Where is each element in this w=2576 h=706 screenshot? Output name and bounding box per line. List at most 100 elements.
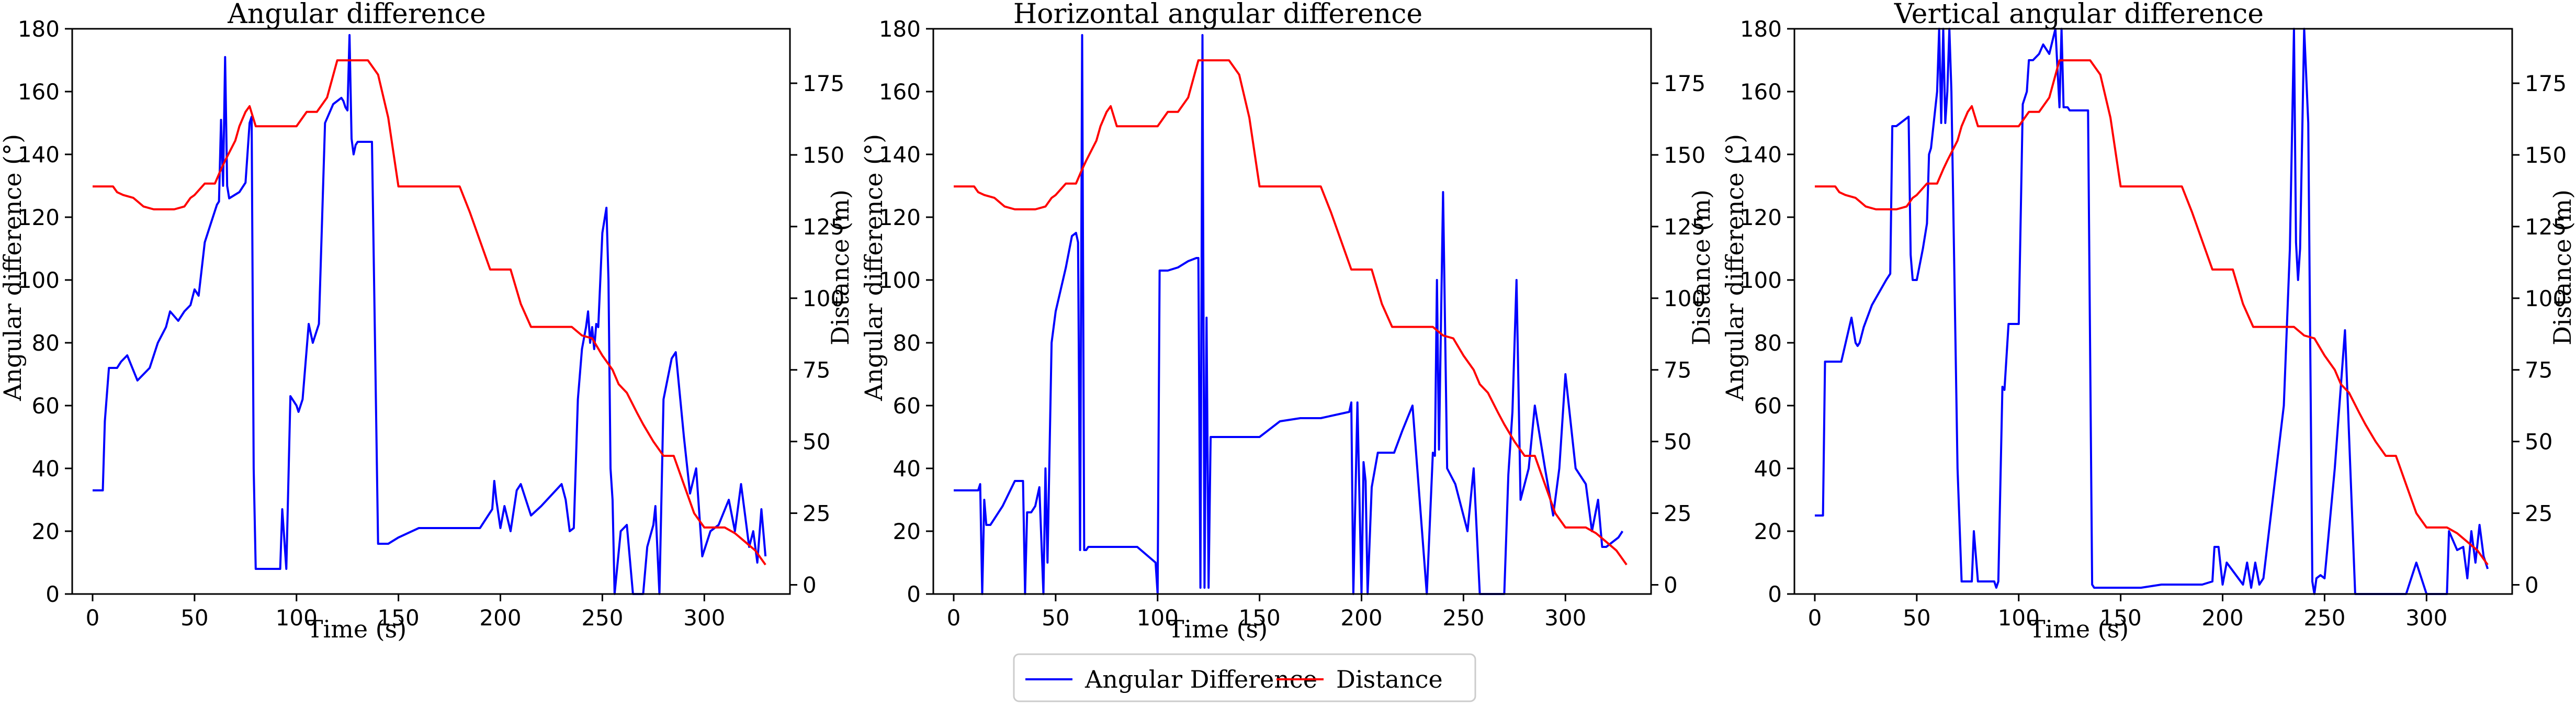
plot-area: 0 50 100 150 200 250 3000204060801001201401601… — [879, 16, 1705, 631]
y2-tick-label: 150 — [803, 142, 844, 168]
y-tick-label: 100 — [879, 267, 921, 293]
y-tick-label: 140 — [1740, 142, 1782, 167]
y-tick-label: 120 — [1740, 205, 1782, 230]
x-tick-label: 250 — [1442, 605, 1484, 631]
y-tick-label: 40 — [1754, 456, 1782, 481]
legend-box — [1013, 653, 1476, 702]
y2-tick-label: 25 — [2525, 501, 2552, 526]
y2-axis-label: Distance (m) — [2548, 189, 2576, 345]
y-tick-label: 180 — [879, 16, 921, 42]
y2-tick-label: 100 — [2525, 286, 2567, 311]
y2-tick-label: 75 — [1664, 357, 1691, 383]
y-tick-label: 0 — [1768, 581, 1782, 607]
y2-tick-label: 0 — [2525, 572, 2539, 598]
y-tick-label: 0 — [907, 581, 921, 607]
plot-frame — [932, 28, 1652, 595]
x-tick-label: 150 — [1239, 605, 1281, 631]
x-tick-label: 200 — [1340, 605, 1382, 631]
y2-tick-label: 175 — [1664, 71, 1705, 96]
panel-angular: Angular difference Time (s) Angular diff… — [0, 0, 854, 643]
y2-tick-label: 175 — [2525, 71, 2567, 96]
legend-label-distance: Distance — [1336, 665, 1443, 693]
y-tick-label: 80 — [893, 330, 921, 356]
y-tick-label: 100 — [1740, 267, 1782, 293]
x-tick-label: 50 — [1903, 605, 1930, 631]
x-tick-label: 300 — [2405, 605, 2447, 631]
series-line-angular — [954, 34, 1624, 595]
x-tick-label: 250 — [2303, 605, 2345, 631]
x-tick-label: 0 — [1808, 605, 1822, 631]
panel-title: Angular difference — [227, 0, 486, 30]
y-tick-label: 180 — [18, 16, 60, 42]
panel-vertical: Vertical angular difference Time (s) Ang… — [1721, 0, 2576, 643]
y-tick-label: 20 — [1754, 519, 1782, 544]
y-tick-label: 60 — [1754, 393, 1782, 419]
y2-tick-label: 125 — [803, 214, 844, 240]
series-line-angular — [1815, 28, 2489, 595]
x-tick-label: 0 — [947, 605, 961, 631]
y2-tick-label: 150 — [2525, 142, 2567, 168]
series-line-angular — [93, 34, 767, 595]
x-axis-label: Time (s) — [307, 615, 406, 643]
y-tick-label: 160 — [1740, 79, 1782, 105]
y2-tick-label: 125 — [1664, 214, 1705, 240]
plot-area: 0 50 100 150 200 250 3000204060801001201401601… — [18, 16, 844, 631]
x-axis-label: Time (s) — [2029, 615, 2129, 643]
y2-tick-label: 25 — [1664, 501, 1691, 526]
y-tick-label: 160 — [879, 79, 921, 105]
y2-tick-label: 50 — [2525, 429, 2552, 455]
y2-tick-label: 50 — [803, 429, 830, 455]
x-tick-label: 50 — [1042, 605, 1069, 631]
x-tick-label: 150 — [2100, 605, 2142, 631]
y-tick-label: 40 — [32, 456, 60, 481]
series-line-distance — [93, 59, 766, 566]
y2-tick-label: 100 — [1664, 286, 1705, 311]
y-tick-label: 140 — [18, 142, 60, 167]
y-tick-label: 80 — [1754, 330, 1782, 356]
x-axis-label: Time (s) — [1168, 615, 1268, 643]
y2-tick-label: 25 — [803, 501, 830, 526]
x-tick-label: 50 — [180, 605, 208, 631]
y-tick-label: 60 — [32, 393, 60, 419]
plot-frame — [71, 28, 791, 595]
y-tick-label: 120 — [879, 205, 921, 230]
y-tick-label: 40 — [893, 456, 921, 481]
x-tick-label: 100 — [1998, 605, 2040, 631]
x-tick-label: 300 — [683, 605, 725, 631]
panel-horizontal: Horizontal angular difference Time (s) A… — [860, 0, 1715, 643]
y2-axis-label: Distance (m) — [826, 189, 854, 345]
y-tick-label: 140 — [879, 142, 921, 167]
x-tick-label: 100 — [1137, 605, 1179, 631]
y2-tick-label: 50 — [1664, 429, 1691, 455]
legend: Angular Difference Distance — [1013, 653, 1476, 702]
plot-frame — [1793, 28, 2513, 595]
x-tick-label: 250 — [581, 605, 623, 631]
y2-tick-label: 150 — [1664, 142, 1705, 168]
y2-tick-label: 75 — [2525, 357, 2552, 383]
y-tick-label: 160 — [18, 79, 60, 105]
y2-tick-label: 125 — [2525, 214, 2567, 240]
y-tick-label: 20 — [893, 519, 921, 544]
y-axis-label: Angular difference (°) — [860, 134, 888, 401]
y-axis-label: Angular difference (°) — [0, 134, 27, 401]
plot-area: 0 50 100 150 200 250 3000204060801001201401601… — [1740, 16, 2567, 631]
x-tick-label: 300 — [1544, 605, 1586, 631]
panel-title: Horizontal angular difference — [1013, 0, 1422, 30]
y-tick-label: 100 — [18, 267, 60, 293]
y2-tick-label: 175 — [803, 71, 844, 96]
y-tick-label: 120 — [18, 205, 60, 230]
series-line-distance — [1815, 59, 2489, 566]
y2-tick-label: 0 — [803, 572, 817, 598]
series-line-distance — [954, 59, 1628, 566]
y-tick-label: 0 — [46, 581, 60, 607]
y2-axis-label: Distance (m) — [1687, 189, 1715, 345]
x-tick-label: 150 — [378, 605, 420, 631]
y-tick-label: 80 — [32, 330, 60, 356]
x-tick-label: 0 — [86, 605, 100, 631]
y-tick-label: 20 — [32, 519, 60, 544]
y-tick-label: 60 — [893, 393, 921, 419]
x-tick-label: 200 — [479, 605, 521, 631]
y2-tick-label: 0 — [1664, 572, 1678, 598]
x-tick-label: 200 — [2201, 605, 2243, 631]
